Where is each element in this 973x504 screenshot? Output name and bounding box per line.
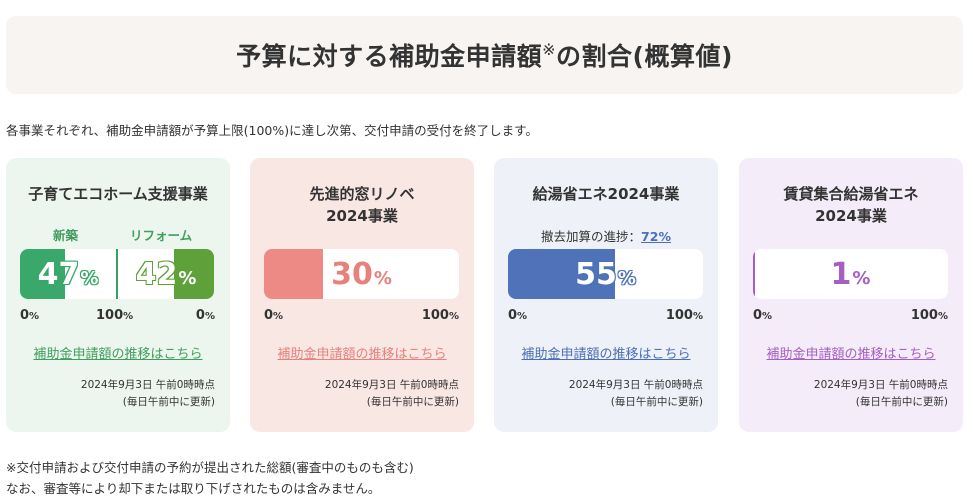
reform-percent: 42%: [118, 249, 214, 299]
scale-min: 0%: [508, 308, 528, 323]
progress-percent: 55%: [508, 249, 703, 299]
scale-min: 0%: [753, 308, 773, 323]
update-frequency: (毎日午前中に更新): [122, 396, 215, 408]
as-of-date: 2024年9月3日 午前0時時点: [324, 379, 459, 391]
footnote-1: ※交付申請および交付申請の予約が提出された総額(審査中のものも含む): [6, 460, 414, 475]
page-title-text: 予算に対する補助金申請額: [236, 42, 543, 71]
bar-divider: [116, 249, 118, 299]
reform-percent-value: 42: [135, 256, 178, 292]
page-title-suffix: の割合(概算値): [556, 42, 733, 71]
update-info: 2024年9月3日 午前0時時点 (毎日午前中に更新): [325, 377, 459, 411]
as-of-date: 2024年9月3日 午前0時時点: [568, 379, 703, 391]
page-title: 予算に対する補助金申請額※の割合(概算値): [236, 37, 733, 73]
removal-progress-value[interactable]: 72%: [641, 229, 671, 244]
trend-link[interactable]: 補助金申請額の推移はこちら: [277, 347, 447, 362]
trend-link[interactable]: 補助金申請額の推移はこちら: [521, 347, 691, 362]
card-title-line1: 賃貸集合給湯省エネ: [783, 185, 919, 203]
progress-percent: 30%: [264, 249, 459, 299]
reform-bar-fill: [173, 249, 214, 299]
update-frequency: (毎日午前中に更新): [855, 396, 948, 408]
new-build-percent-value: 47: [37, 256, 80, 292]
scale-max: 100%: [421, 308, 459, 323]
new-build-percent-unit: %: [80, 267, 99, 289]
progress-percent-value: 1: [830, 256, 852, 292]
removal-progress-label: 撤去加算の進捗：: [541, 229, 642, 244]
as-of-date: 2024年9月3日 午前0時時点: [80, 379, 215, 391]
progress-percent-unit: %: [617, 267, 636, 289]
update-frequency: (毎日午前中に更新): [366, 396, 459, 408]
progress-bar: 30%: [264, 249, 459, 299]
card-window-renovation: 先進的窓リノベ 2024事業 30% 0% 100% 補助金申請額の推移はこちら…: [250, 158, 474, 432]
card-title: 賃貸集合給湯省エネ 2024事業: [739, 183, 963, 227]
reform-percent-unit: %: [178, 267, 197, 289]
update-info: 2024年9月3日 午前0時時点 (毎日午前中に更新): [814, 377, 948, 411]
update-info: 2024年9月3日 午前0時時点 (毎日午前中に更新): [569, 377, 703, 411]
scale-min: 0%: [264, 308, 284, 323]
intro-text: 各事業それぞれ、補助金申請額が予算上限(100%)に達し次第、交付申請の受付を終…: [6, 123, 538, 138]
reform-bar: 42%: [118, 249, 214, 299]
scale-max: 100%: [665, 308, 703, 323]
card-title: 先進的窓リノベ 2024事業: [250, 183, 474, 227]
card-rental-water-heater: 賃貸集合給湯省エネ 2024事業 1% 0% 100% 補助金申請額の推移はこち…: [739, 158, 963, 432]
progress-percent: 1%: [753, 249, 948, 299]
new-build-bar: 47%: [20, 249, 116, 299]
new-build-bar-fill: [20, 249, 66, 299]
new-build-label: 新築: [53, 228, 79, 243]
trend-link[interactable]: 補助金申請額の推移はこちら: [766, 347, 936, 362]
progress-percent-value: 55: [575, 256, 617, 292]
card-title-line2: 2024事業: [326, 207, 398, 225]
progress-percent-unit: %: [852, 267, 871, 289]
card-title-line1: 先進的窓リノベ: [309, 185, 415, 203]
scale-max-new: 100%: [96, 308, 134, 323]
progress-bar: 55%: [508, 249, 703, 299]
card-title: 給湯省エネ2024事業: [532, 185, 680, 203]
progress-bar-fill: [753, 249, 755, 299]
new-build-percent: 47%: [20, 249, 116, 299]
progress-percent-value: 30: [331, 256, 373, 292]
removal-progress: 撤去加算の進捗：72%: [494, 226, 718, 245]
card-water-heater: 給湯省エネ2024事業 撤去加算の進捗：72% 55% 0% 100% 補助金申…: [494, 158, 718, 432]
update-frequency: (毎日午前中に更新): [610, 396, 703, 408]
card-kosodate-ecohome: 子育てエコホーム支援事業 新築 リフォーム 47% 42% 0% 100% 0%…: [6, 158, 230, 432]
trend-link[interactable]: 補助金申請額の推移はこちら: [33, 347, 203, 362]
scale-min-reform: 0%: [195, 308, 215, 323]
update-info: 2024年9月3日 午前0時時点 (毎日午前中に更新): [81, 377, 215, 411]
progress-percent-unit: %: [373, 267, 392, 289]
progress-bar-fill: [264, 249, 323, 299]
scale-max: 100%: [910, 308, 948, 323]
progress-bar-fill: [508, 249, 616, 299]
title-banner: 予算に対する補助金申請額※の割合(概算値): [6, 16, 963, 94]
progress-bar: 1%: [753, 249, 948, 299]
card-title: 子育てエコホーム支援事業: [28, 185, 208, 203]
page-title-note-mark: ※: [542, 40, 557, 59]
reform-label: リフォーム: [130, 228, 193, 243]
scale-min-new: 0%: [20, 308, 40, 323]
as-of-date: 2024年9月3日 午前0時時点: [813, 379, 948, 391]
card-title-line2: 2024事業: [815, 207, 887, 225]
footnote-2: なお、審査等により却下または取り下げされたものは含みません。: [6, 481, 381, 496]
